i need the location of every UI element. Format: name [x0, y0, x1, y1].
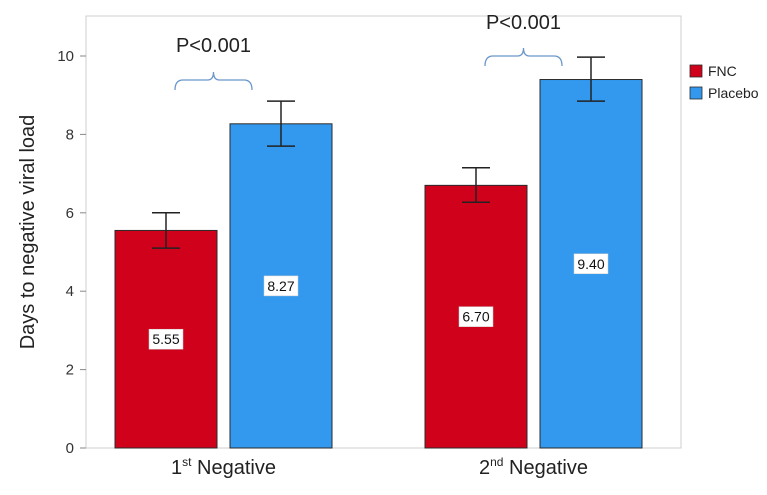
x-category-superscript: st — [182, 455, 192, 469]
p-value-label: P<0.001 — [486, 12, 561, 34]
y-tick-label: 0 — [66, 440, 74, 457]
data-label-box — [573, 253, 609, 275]
data-label: 5.55 — [152, 331, 179, 347]
y-axis: 0 2 4 6 8 10 — [57, 48, 86, 457]
y-tick-label: 4 — [66, 283, 74, 300]
significance-bracket — [484, 47, 563, 67]
y-axis-title: Days to negative viral load — [17, 115, 39, 350]
x-category-number: 1 — [171, 457, 182, 479]
y-tick-label: 10 — [57, 48, 74, 65]
y-tick-label: 6 — [66, 205, 74, 222]
x-category-suffix: Negative — [191, 457, 276, 479]
legend-swatch-fnc — [689, 64, 703, 78]
x-category-suffix: Negative — [503, 457, 588, 479]
x-category-label: 1st Negative — [171, 455, 276, 479]
error-bars — [152, 56, 605, 249]
legend: FNC Placebo — [689, 63, 759, 101]
significance-bracket — [174, 71, 253, 91]
legend-swatch-placebo — [689, 86, 703, 100]
y-tick-label: 8 — [66, 126, 74, 143]
data-label: 9.40 — [577, 256, 604, 272]
x-axis-categories: 1st Negative 2nd Negative — [171, 455, 588, 479]
x-category-number: 2 — [479, 457, 490, 479]
legend-label-placebo: Placebo — [708, 85, 759, 101]
data-labels: 5.55 6.70 8.27 9.40 — [148, 253, 609, 350]
y-tick-label: 2 — [66, 362, 74, 379]
data-label-box — [458, 306, 494, 327]
x-category-superscript: nd — [490, 455, 503, 469]
data-label: 8.27 — [267, 278, 294, 294]
data-label-box — [148, 328, 184, 350]
p-value-label: P<0.001 — [176, 35, 251, 57]
data-label: 6.70 — [462, 309, 489, 325]
legend-label-fnc: FNC — [708, 63, 737, 79]
x-category-label: 2nd Negative — [479, 455, 588, 479]
data-label-box — [263, 275, 299, 297]
significance-annotations: P<0.001 P<0.001 — [174, 12, 563, 91]
